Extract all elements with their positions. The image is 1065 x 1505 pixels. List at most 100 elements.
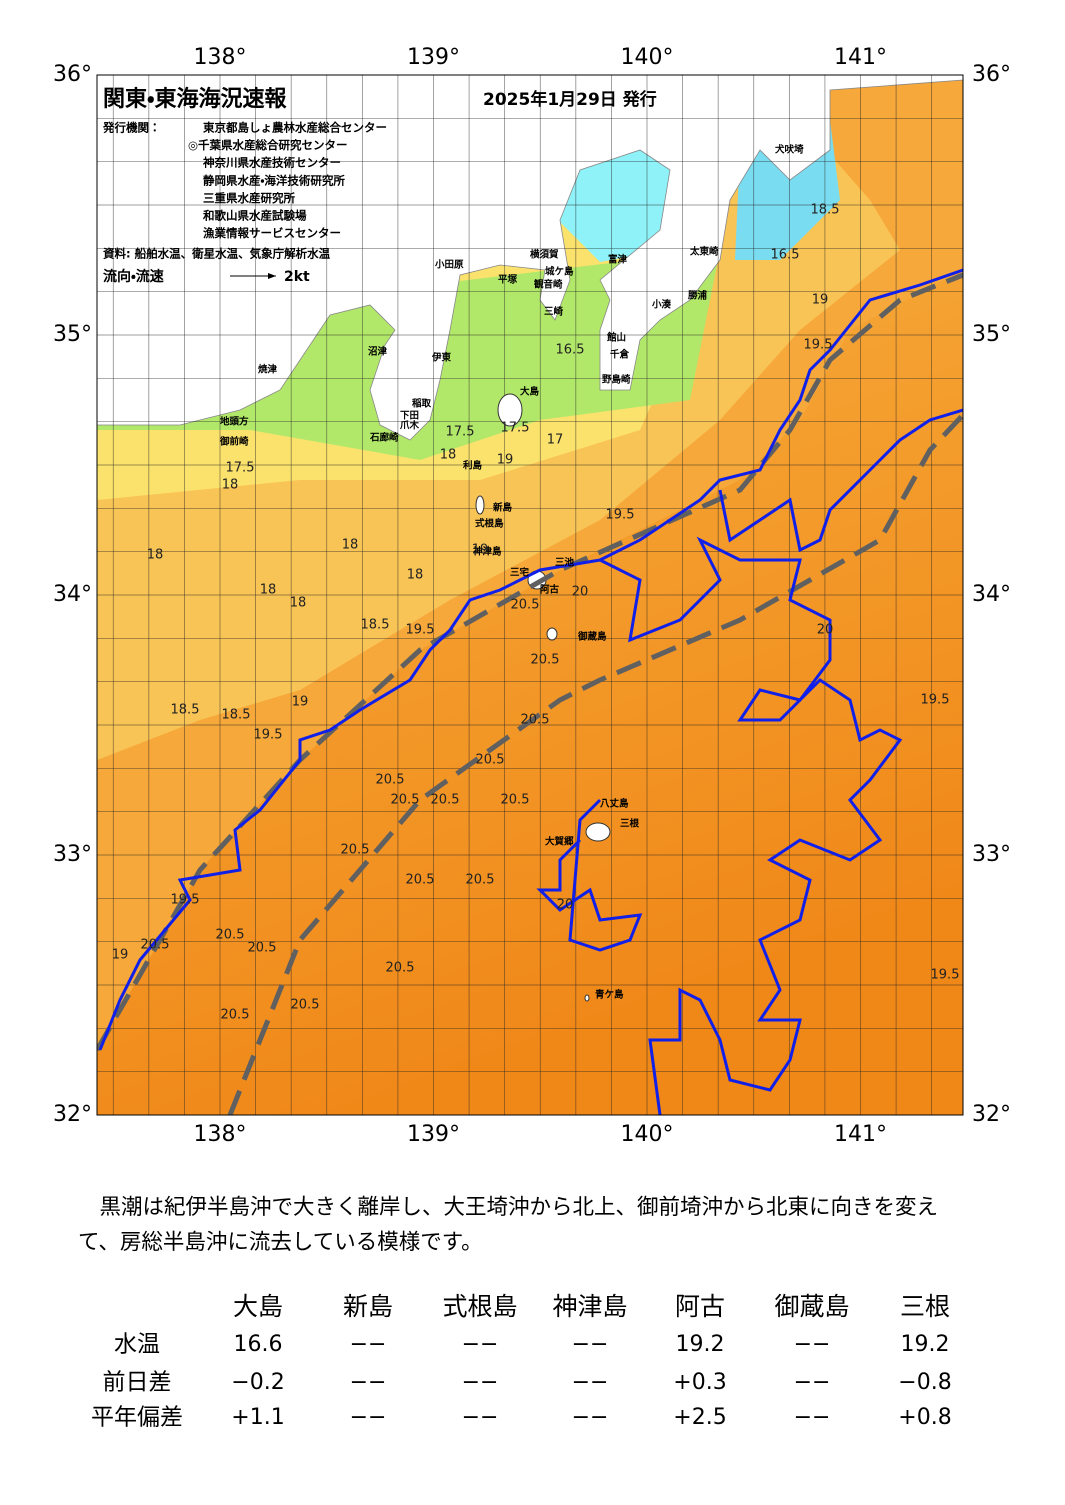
contour-label: 20 [557, 898, 574, 913]
place-name: 下田 [400, 411, 419, 422]
blue-line [718, 408, 963, 553]
island [546, 627, 558, 641]
contour-label: 20.5 [221, 1008, 250, 1023]
place-name: 御蔵島 [577, 631, 607, 643]
table-cell: 16.6 [234, 1332, 283, 1357]
table-cell: −− [572, 1405, 609, 1430]
lat-label: 33° [972, 842, 1011, 867]
place-name: 観音崎 [534, 279, 563, 291]
issuer: 神奈川県水産技術センター [202, 156, 341, 170]
column-header: 御蔵島 [774, 1292, 849, 1321]
row-label: 前日差 [103, 1370, 172, 1396]
contour-label: 19.5 [406, 623, 435, 638]
place-name: 三崎 [544, 306, 564, 318]
issuer: 三重県水産研究所 [203, 191, 295, 205]
contour-label: 20.5 [501, 793, 530, 808]
contour-label: 20.5 [531, 653, 560, 668]
place-name: 小田原 [434, 259, 464, 271]
contour-label: 20.5 [511, 598, 540, 613]
table-cell: +0.3 [673, 1370, 726, 1395]
lon-label: 138° [194, 1122, 247, 1147]
contour-label: 18 [342, 538, 359, 553]
contour-label: 16.5 [771, 248, 800, 263]
lon-label: 139° [407, 45, 460, 70]
issuer: 東京都島しょ農林水産総合センター [203, 121, 387, 135]
place-name: 稲取 [412, 398, 432, 410]
table-cell: −− [350, 1370, 387, 1395]
table-cell: −0.2 [231, 1370, 284, 1395]
contour-label: 19 [812, 293, 829, 308]
place-name: 青ケ島 [595, 989, 624, 1001]
place-name: 富津 [608, 254, 628, 266]
column-header: 新島 [343, 1292, 393, 1321]
table-cell: −− [794, 1405, 831, 1430]
place-name: 三根 [620, 818, 640, 830]
lon-label: 138° [194, 45, 247, 70]
issue-date: 2025年1月29日 発行 [483, 89, 657, 110]
contour-label: 17.5 [226, 461, 255, 476]
table-cell: −− [350, 1405, 387, 1430]
grid [97, 75, 963, 1115]
row-label: 水温 [114, 1332, 160, 1358]
place-name: 三池 [555, 557, 575, 569]
place-name: 神津島 [472, 546, 502, 558]
lon-label: 140° [621, 45, 674, 70]
blue-line [599, 536, 903, 1115]
island [584, 994, 590, 1002]
contour-label: 20.5 [406, 873, 435, 888]
place-name: 犬吠埼 [774, 144, 804, 156]
map-area [97, 75, 963, 1115]
place-name: 城ケ島 [545, 266, 574, 278]
contour-label: 18 [260, 583, 277, 598]
contour-label: 20 [817, 623, 834, 638]
map-frame [96, 74, 964, 1116]
contour-label: 18 [147, 548, 164, 563]
table-cell: +1.1 [231, 1405, 284, 1430]
column-header: 大島 [233, 1292, 283, 1321]
column-header: 式根島 [442, 1292, 517, 1321]
contour-label: 19.5 [606, 508, 635, 523]
place-name: 沼津 [368, 346, 388, 358]
blue-line [98, 268, 963, 1051]
lat-label: 36° [53, 62, 92, 87]
table-cell: −− [572, 1370, 609, 1395]
contour-label: 19 [472, 543, 489, 558]
contour-label: 19.5 [804, 338, 833, 353]
island [475, 495, 485, 515]
lon-label: 141° [834, 1122, 887, 1147]
place-name: 八丈島 [600, 798, 629, 810]
place-name: 太東崎 [689, 246, 719, 258]
place-name: 館山 [606, 332, 626, 344]
place-name: 勝浦 [688, 290, 708, 302]
lon-label: 140° [621, 1122, 674, 1147]
table-cell: 19.2 [901, 1332, 950, 1357]
contour-label: 17.5 [446, 425, 475, 440]
table-cell: −− [794, 1332, 831, 1357]
table-cell: 19.2 [676, 1332, 725, 1357]
contour-label: 18.5 [811, 203, 840, 218]
place-name: 御前崎 [219, 436, 249, 448]
issuer: ◎千葉県水産総合研究センター [188, 138, 348, 152]
contour-label: 20.5 [391, 793, 420, 808]
table-cell: −− [572, 1332, 609, 1357]
lon-label: 139° [407, 1122, 460, 1147]
contour-label: 20.5 [141, 938, 170, 953]
issuer: 和歌山県水産試験場 [203, 209, 307, 223]
place-name: 大島 [520, 386, 540, 398]
contour-label: 19 [292, 695, 309, 710]
contour-label: 20.5 [466, 873, 495, 888]
issuer: 漁業情報サービスセンター [203, 226, 341, 240]
lat-label: 34° [53, 582, 92, 607]
contour-label: 19.5 [254, 728, 283, 743]
map-title: 関東・東海海況速報 [103, 86, 287, 112]
dashed-line [97, 272, 963, 1052]
contour-label: 20.5 [376, 773, 405, 788]
table-cell: +0.8 [898, 1405, 951, 1430]
table-cell: −− [350, 1332, 387, 1357]
place-name: 地頭方 [220, 416, 249, 428]
island [497, 393, 523, 427]
place-name: 爪木 [399, 420, 420, 432]
legend-scale: 2kt [284, 269, 310, 285]
